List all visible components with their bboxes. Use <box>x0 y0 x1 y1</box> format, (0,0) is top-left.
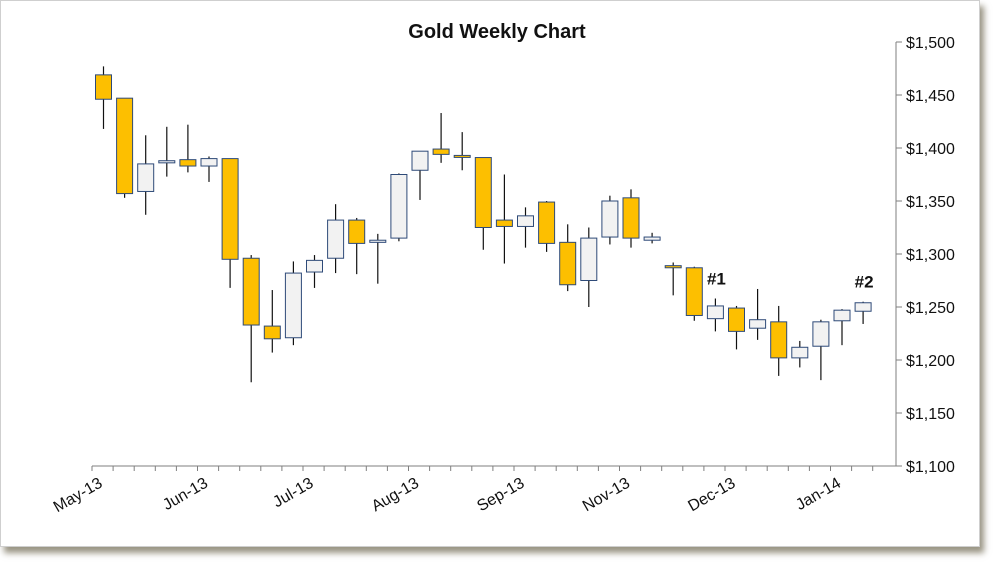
candle <box>284 261 302 346</box>
chart-title: Gold Weekly Chart <box>408 21 586 43</box>
candles <box>95 66 872 383</box>
candle <box>348 217 366 275</box>
candle <box>306 255 323 288</box>
candle <box>664 262 682 296</box>
candle-body-up <box>833 309 851 322</box>
candle <box>327 204 345 274</box>
candle <box>812 319 830 381</box>
candle-body-down <box>242 257 260 326</box>
y-tick-label: $1,300 <box>906 247 955 264</box>
candle <box>538 201 556 252</box>
candle-body-down <box>728 307 745 332</box>
annotation-label: #2 <box>855 273 874 292</box>
y-tick-label: $1,150 <box>906 406 955 423</box>
candle <box>263 290 281 353</box>
candle <box>369 233 387 284</box>
candle <box>685 266 703 321</box>
candle <box>749 288 767 340</box>
axes: $1,100 $1,150 $1,200 $1,250 $1,300 $1,350 $1,4… <box>51 35 955 516</box>
candle <box>517 207 534 248</box>
y-tick-label: $1,400 <box>906 141 955 158</box>
candle-body-down <box>432 148 450 155</box>
candle-body-down <box>559 241 577 286</box>
candle <box>137 135 155 215</box>
x-tick-label: Nov-13 <box>580 475 633 516</box>
candle <box>411 150 429 200</box>
candle-body-up <box>306 259 323 273</box>
candle-body-down <box>95 74 112 100</box>
candle <box>158 126 176 177</box>
candle-body-up <box>812 321 830 347</box>
candle-body-down <box>538 201 556 244</box>
candle-body-up <box>369 239 387 243</box>
candle-body-up <box>137 163 155 192</box>
candle <box>622 189 640 248</box>
annotations: #1 #2 <box>707 270 874 292</box>
candle <box>580 227 598 307</box>
candle <box>791 340 809 368</box>
x-tick-label: Aug-13 <box>369 475 422 516</box>
candle-body-down <box>495 219 513 227</box>
candle-body-up <box>284 272 302 339</box>
candle-body-up <box>706 305 724 320</box>
candle-body-up <box>580 237 598 282</box>
y-tick-label: $1,200 <box>906 353 955 370</box>
candle-body-up <box>390 174 408 239</box>
candle <box>601 195 619 245</box>
candle-body-down <box>116 97 134 195</box>
candle <box>474 157 492 250</box>
candle-body-down <box>474 157 492 228</box>
candle-body-up <box>200 158 218 167</box>
x-tick-label: Jan-14 <box>793 475 844 514</box>
candle <box>432 113 450 163</box>
candle-body-down <box>263 325 281 340</box>
candle <box>706 298 724 332</box>
chart-frame <box>0 0 980 547</box>
y-tick-label: $1,450 <box>906 88 955 105</box>
candle-body-up <box>791 346 809 359</box>
candle <box>770 305 788 376</box>
annotation-label: #1 <box>707 270 726 289</box>
candle-body-down <box>770 321 788 359</box>
candle-body-down <box>179 159 197 167</box>
candle-body-up <box>158 160 176 164</box>
candle-body-down <box>348 219 366 244</box>
candle <box>833 309 851 346</box>
candle-body-up <box>643 236 661 241</box>
candle-body-up <box>411 150 429 171</box>
candle <box>200 156 218 182</box>
candle <box>854 301 872 324</box>
candle <box>643 232 661 244</box>
candle <box>559 224 577 292</box>
candle-body-down <box>221 158 239 260</box>
candle <box>390 173 408 242</box>
x-tick-label: Sep-13 <box>474 475 527 516</box>
candle-body-up <box>601 200 619 238</box>
y-tick-label: $1,350 <box>906 194 955 211</box>
x-tick-label: May-13 <box>51 475 106 516</box>
y-tick-label: $1,250 <box>906 300 955 317</box>
candle <box>242 255 260 383</box>
candle-body-down <box>685 267 703 316</box>
y-tick-label: $1,100 <box>906 459 955 476</box>
candle <box>179 124 197 173</box>
x-tick-label: Dec-13 <box>685 475 738 516</box>
candle-body-down <box>622 197 640 239</box>
candle-body-up <box>749 319 767 329</box>
candle <box>495 174 513 264</box>
candle <box>116 97 134 198</box>
candle-body-up <box>854 302 872 312</box>
candle <box>95 66 112 129</box>
candle <box>453 132 471 171</box>
candle-body-up <box>517 215 534 227</box>
candle-body-down <box>453 154 471 158</box>
x-tick-label: Jun-13 <box>160 475 211 514</box>
x-tick-label: Jul-13 <box>270 475 316 512</box>
candle <box>728 305 745 350</box>
candle-body-up <box>327 219 345 259</box>
y-tick-label: $1,500 <box>906 35 955 52</box>
candle-body-down <box>664 265 682 269</box>
candle <box>221 158 239 288</box>
